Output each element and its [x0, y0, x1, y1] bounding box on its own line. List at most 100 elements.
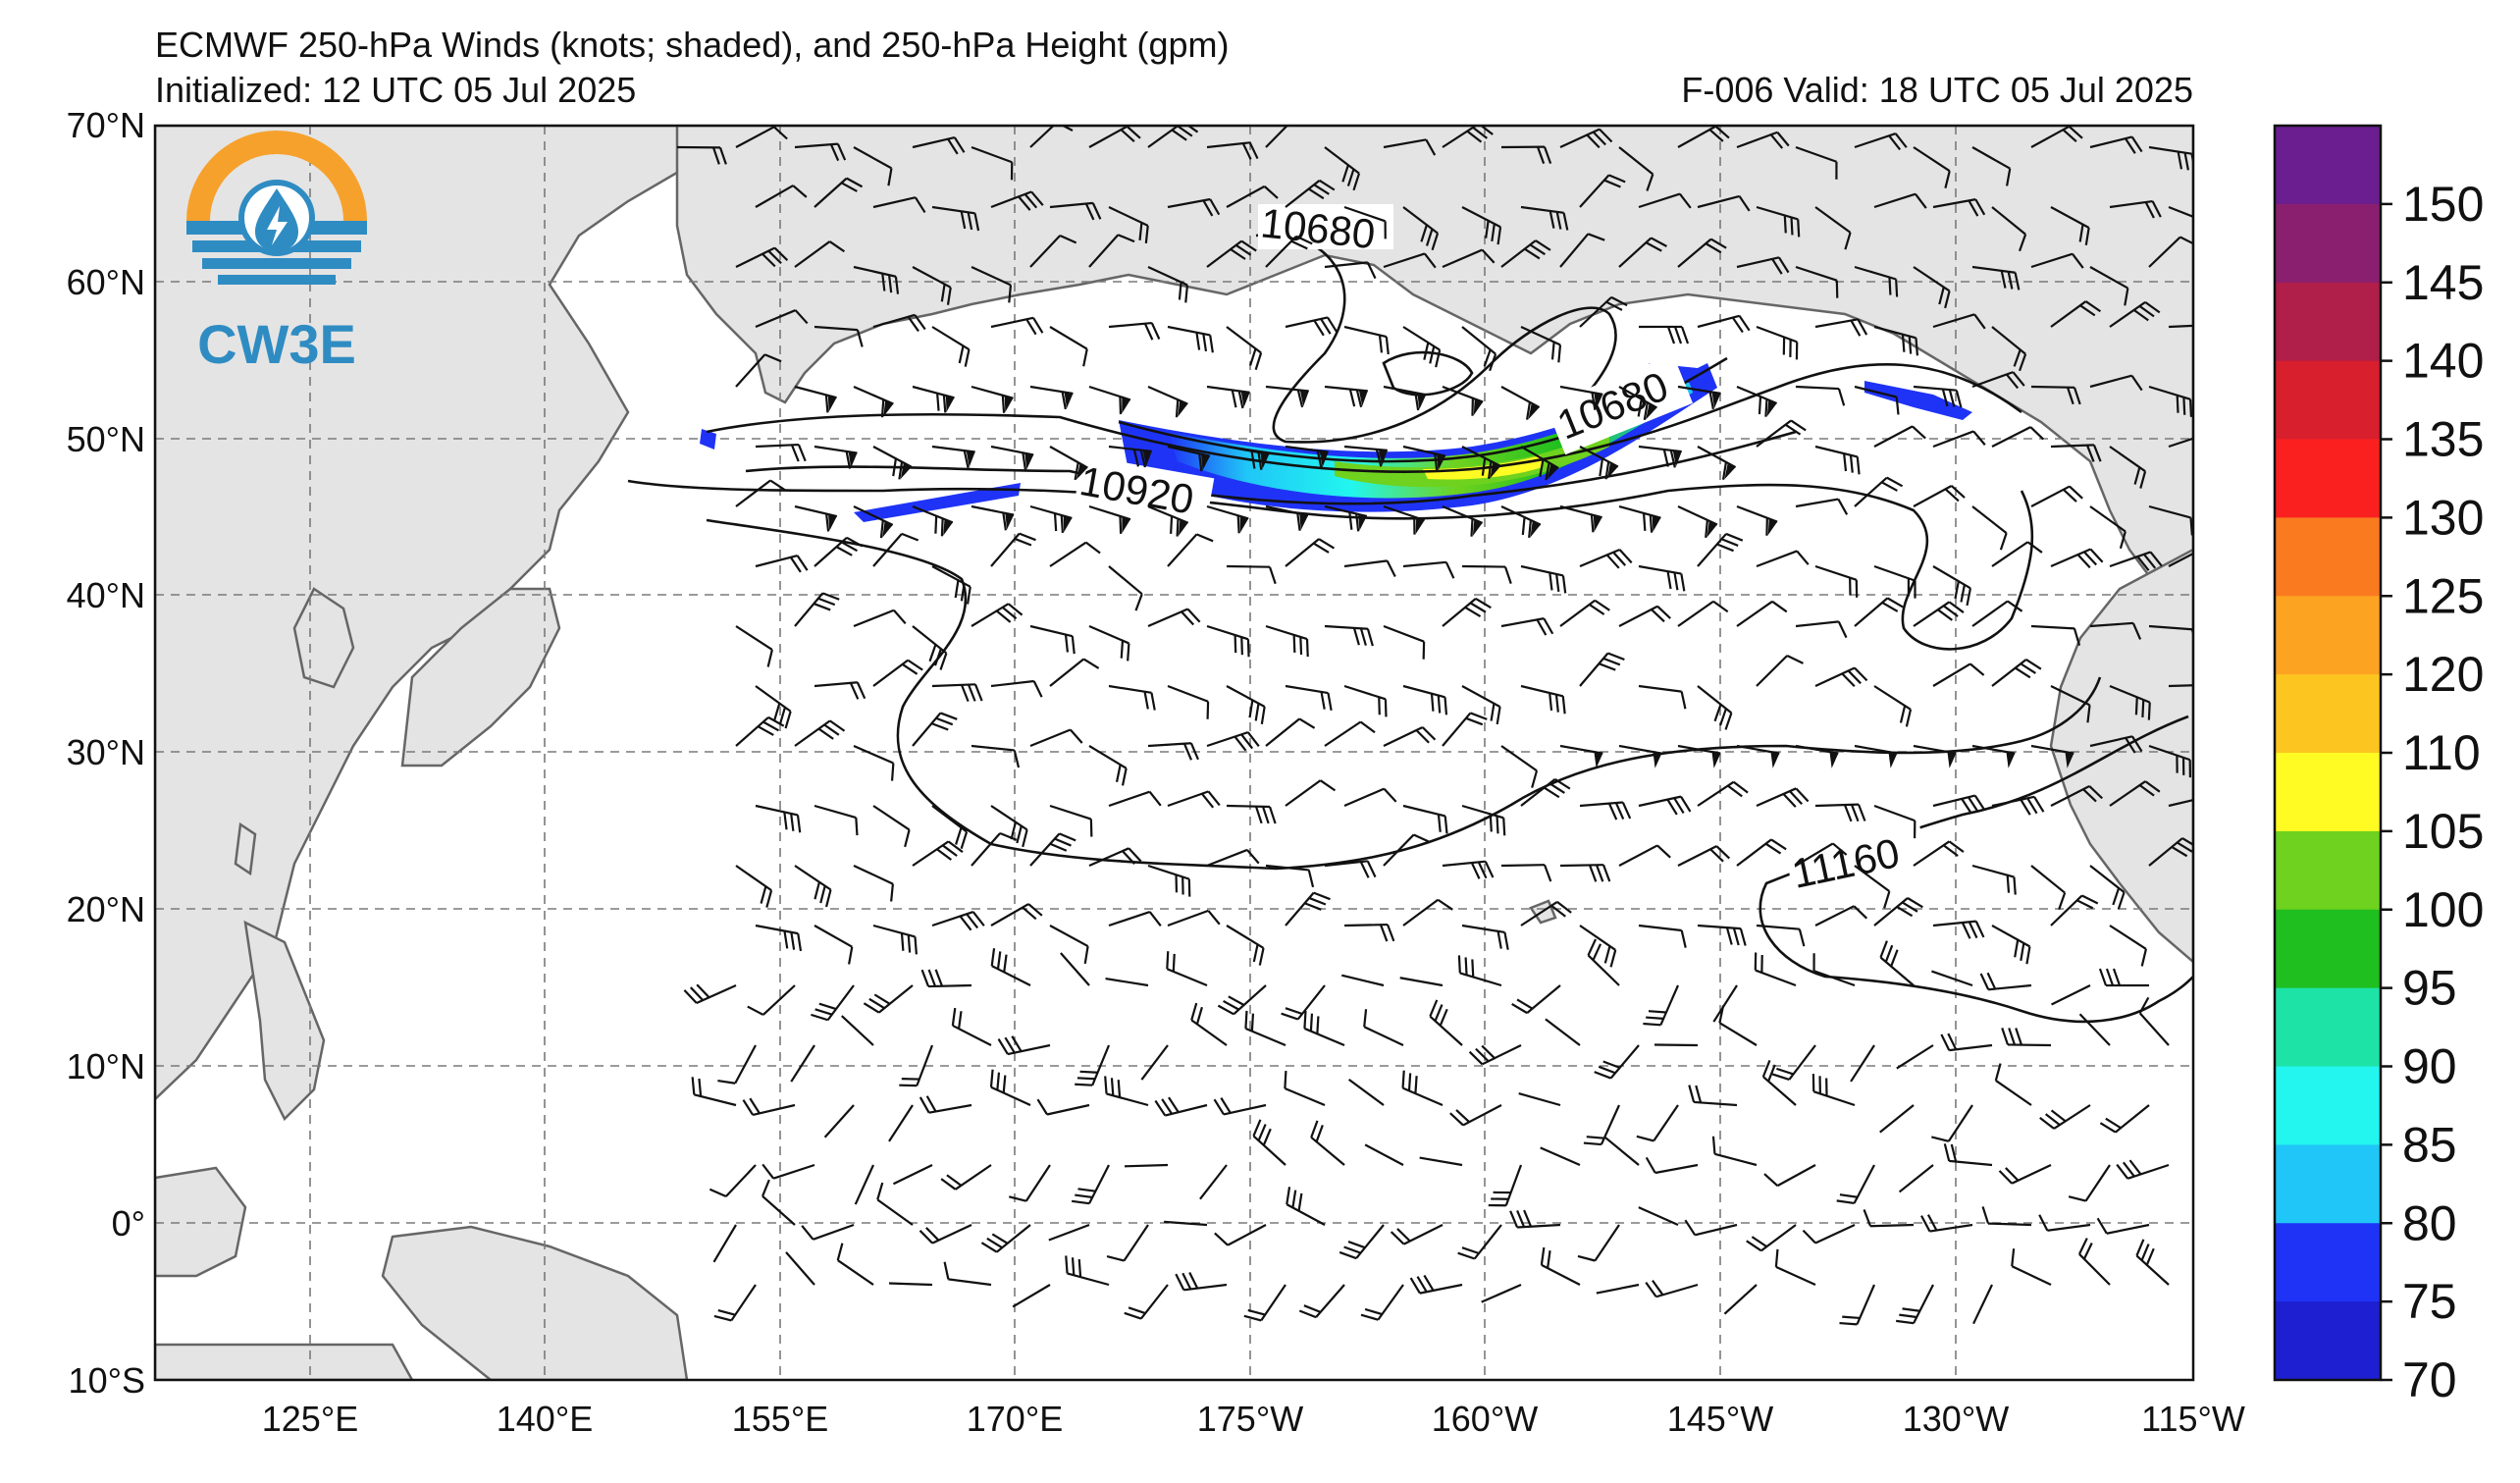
- wind-barb: [1873, 897, 1923, 927]
- wind-barb: [1481, 1283, 1522, 1303]
- wind-barb: [1442, 712, 1488, 747]
- wind-barb: [1971, 864, 2017, 895]
- wind-barb: [1265, 504, 1309, 531]
- wind-barb: [1863, 1209, 1915, 1228]
- wind-barb: [1500, 745, 1539, 788]
- wind-barb: [1913, 744, 1957, 768]
- wind-barb: [1873, 685, 1913, 727]
- wind-barb: [1108, 445, 1152, 468]
- wind-barb: [841, 1015, 874, 1046]
- wind-barb: [2109, 551, 2163, 571]
- wind-barb: [2109, 684, 2151, 720]
- colorbar-label: 95: [2402, 961, 2457, 1016]
- wind-barb: [1579, 801, 1632, 821]
- wind-barb: [1913, 601, 1965, 627]
- wind-barb: [2135, 1239, 2170, 1286]
- wind-barb: [1252, 1119, 1286, 1166]
- wind-barb: [2148, 504, 2193, 536]
- wind-barb: [1836, 1164, 1875, 1205]
- wind-barb: [872, 805, 911, 848]
- wind-barb: [1029, 624, 1076, 655]
- wind-barb: [1012, 1284, 1051, 1308]
- wind-barb: [931, 565, 971, 605]
- lat-label: 10°N: [67, 1046, 145, 1086]
- colorbar-label: 130: [2402, 490, 2484, 545]
- wind-barb: [1854, 476, 1904, 507]
- wind-barb: [1920, 1214, 1973, 1233]
- wind-barb: [989, 1069, 1031, 1107]
- wind-barb: [1108, 321, 1161, 341]
- wind-barb: [1164, 1220, 1208, 1227]
- wind-barb: [755, 685, 792, 729]
- wind-barb: [931, 326, 971, 367]
- wind-barb: [2109, 199, 2162, 219]
- wind-barb: [1677, 744, 1721, 768]
- wind-barb: [1795, 385, 1846, 406]
- wind-barb: [1991, 206, 2027, 252]
- wind-barb: [790, 1044, 815, 1083]
- wind-barb: [1873, 192, 1927, 209]
- wind-barb: [940, 1164, 992, 1191]
- wind-barb: [1360, 1284, 1404, 1321]
- colorbar-label: 105: [2402, 804, 2484, 859]
- wind-barb: [1167, 684, 1210, 719]
- wind-barb: [1559, 128, 1613, 149]
- wind-barb: [2039, 1104, 2091, 1130]
- wind-barb: [990, 532, 1036, 567]
- wind-barb: [1991, 795, 2045, 816]
- wind-barb: [931, 445, 975, 468]
- colorbar-swatch: [2275, 282, 2381, 362]
- colorbar-swatch: [2275, 1223, 2381, 1302]
- wind-barb: [755, 804, 802, 833]
- wind-barb: [1048, 1223, 1090, 1242]
- wind-barb: [1071, 1164, 1110, 1205]
- wind-barb: [1147, 504, 1189, 537]
- wind-barb: [1500, 239, 1551, 268]
- wind-barb: [1677, 845, 1731, 867]
- wind-barb: [1065, 1255, 1110, 1287]
- wind-barb: [912, 266, 952, 305]
- wind-barb: [1108, 790, 1162, 808]
- wind-barb: [1166, 951, 1208, 987]
- wind-barb: [1147, 385, 1188, 418]
- wind-barb: [1771, 1044, 1816, 1082]
- wind-barb: [990, 948, 1031, 986]
- wind-barb: [1511, 984, 1561, 1015]
- wind-barb: [755, 185, 808, 208]
- wind-barb: [1124, 1163, 1169, 1168]
- wind-barb: [2168, 683, 2193, 688]
- wind-barb: [2030, 252, 2084, 269]
- wind-barb: [1399, 977, 1444, 987]
- wind-barb: [919, 1224, 972, 1245]
- wind-barb: [1932, 313, 1986, 330]
- jet-streak-shading: [700, 363, 1972, 522]
- wind-barb: [912, 385, 955, 413]
- japan-landmass: [400, 587, 561, 768]
- wind-barb: [794, 240, 846, 268]
- wind-barb: [1343, 325, 1390, 355]
- wind-barb: [1226, 564, 1277, 585]
- wind-barb: [1383, 252, 1437, 269]
- wind-barb: [1008, 1164, 1051, 1202]
- wind-barb: [1105, 977, 1149, 987]
- wind-barb: [1736, 744, 1780, 768]
- wind-barb: [1677, 385, 1721, 410]
- wind-barb: [1873, 425, 1926, 448]
- wind-barb: [1324, 504, 1368, 532]
- wind-barb: [1206, 848, 1260, 868]
- wind-barb: [1343, 205, 1387, 239]
- colorbar-label: 90: [2402, 1039, 2457, 1094]
- wind-barb: [1108, 911, 1162, 927]
- wind-barb: [785, 1251, 815, 1286]
- wind-barb: [1677, 238, 1727, 268]
- wind-barb: [2116, 1159, 2170, 1180]
- wind-barb: [1049, 658, 1100, 687]
- wind-barb: [1618, 605, 1671, 627]
- wind-barb: [1402, 898, 1453, 927]
- wind-barb: [676, 145, 727, 165]
- wind-barb: [1281, 984, 1326, 1021]
- wind-barb: [1711, 1136, 1758, 1167]
- wind-barb: [1795, 498, 1849, 515]
- wind-barb: [2077, 1238, 2111, 1286]
- wind-barb: [1697, 446, 1737, 480]
